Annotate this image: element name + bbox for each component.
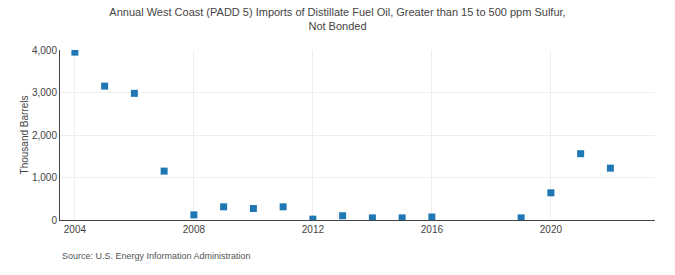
svg-text:2020: 2020 (540, 224, 563, 235)
svg-text:1,000: 1,000 (32, 172, 57, 183)
svg-text:2004: 2004 (64, 224, 87, 235)
svg-text:2,000: 2,000 (32, 130, 57, 141)
svg-text:2012: 2012 (302, 224, 325, 235)
svg-text:Annual West Coast (PADD 5) Imp: Annual West Coast (PADD 5) Imports of Di… (109, 6, 565, 32)
svg-text:3,000: 3,000 (32, 87, 57, 98)
svg-text:Thousand Barrels: Thousand Barrels (19, 96, 30, 175)
svg-text:2016: 2016 (421, 224, 444, 235)
svg-text:4,000: 4,000 (32, 45, 57, 56)
svg-text:0: 0 (51, 215, 57, 226)
svg-text:2008: 2008 (183, 224, 206, 235)
svg-text:Source: U.S. Energy Informatio: Source: U.S. Energy Information Administ… (62, 251, 251, 261)
